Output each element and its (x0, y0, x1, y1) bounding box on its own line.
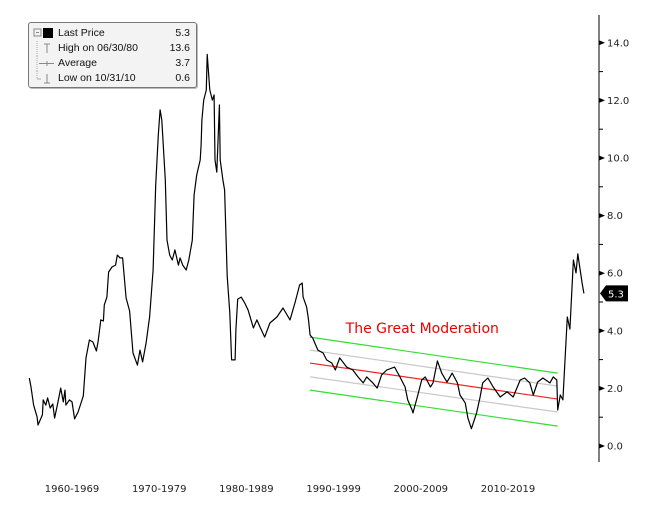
legend: Last Price 5.3 High on 06/30/80 13.6 Ave… (28, 22, 197, 88)
y-tick-label: 8.0 (607, 211, 623, 222)
high-marker-icon (33, 41, 55, 56)
x-tick-label: 2000-2009 (394, 484, 449, 495)
x-tick-label: 1980-1989 (219, 484, 274, 495)
legend-label: Average (58, 57, 97, 69)
trend-line-upper-outer (309, 336, 558, 374)
y-tick-mark (599, 270, 605, 276)
x-tick-label: 2010-2019 (481, 484, 536, 495)
low-marker-icon (33, 71, 55, 86)
y-tick-label: 2.0 (607, 384, 623, 395)
legend-item-low: Low on 10/31/10 0.6 (33, 71, 192, 86)
legend-item-high: High on 06/30/80 13.6 (33, 41, 192, 56)
average-marker-icon (33, 56, 55, 71)
black-square-icon (33, 26, 55, 41)
y-tick-label: 12.0 (607, 96, 629, 107)
legend-label: High on 06/30/80 (58, 42, 138, 54)
trend-line-lower-outer (309, 389, 558, 427)
legend-value: 3.7 (175, 57, 190, 69)
legend-value: 13.6 (169, 42, 190, 54)
legend-label: Low on 10/31/10 (58, 72, 136, 84)
y-tick-label: 0.0 (607, 442, 623, 453)
last-price-badge-shape (600, 285, 628, 302)
legend-label: Last Price (58, 27, 105, 39)
price-series-line (28, 53, 585, 430)
y-tick-mark (599, 40, 605, 46)
trend-line-upper-inner (309, 349, 558, 387)
legend-value: 5.3 (175, 27, 190, 39)
legend-value: 0.6 (175, 72, 190, 84)
trend-line-lower-inner (309, 376, 558, 413)
x-tick-label: 1970-1979 (132, 484, 187, 495)
x-tick-label: 1990-1999 (306, 484, 361, 495)
annotation-great-moderation: The Great Moderation (345, 321, 499, 337)
x-tick-label: 1960-1969 (45, 484, 100, 495)
legend-item-average: Average 3.7 (33, 56, 192, 71)
y-tick-label: 14.0 (607, 38, 629, 49)
y-tick-label: 4.0 (607, 326, 623, 337)
y-tick-mark (599, 443, 605, 449)
y-tick-label: 6.0 (607, 269, 623, 280)
y-tick-mark (599, 328, 605, 334)
y-tick-mark (599, 155, 605, 161)
y-tick-mark (599, 385, 605, 391)
last-price-badge-text: 5.3 (608, 289, 624, 300)
y-tick-mark (599, 97, 605, 103)
y-tick-mark (599, 213, 605, 219)
legend-item-last-price: Last Price 5.3 (33, 26, 192, 41)
last-price-badge: 5.3 (600, 285, 628, 302)
y-tick-label: 10.0 (607, 154, 629, 165)
